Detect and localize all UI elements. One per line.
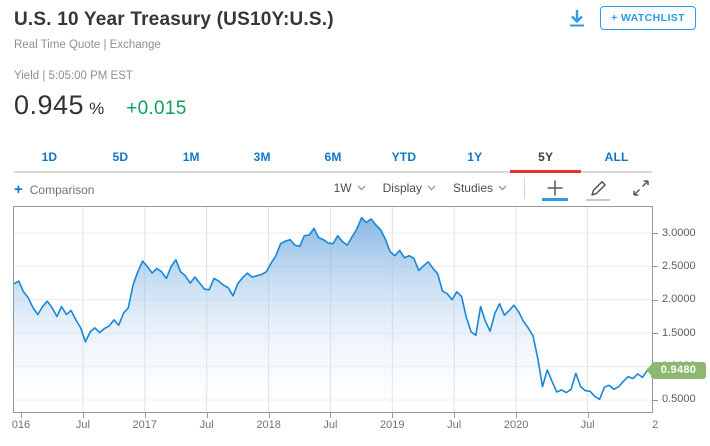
toolbar-divider xyxy=(524,177,525,199)
tab-ytd[interactable]: YTD xyxy=(391,150,417,164)
x-tick-label: Jul xyxy=(75,419,90,431)
quote-source: Real Time Quote | Exchange xyxy=(14,39,161,51)
y-tick-label: 2.5000 xyxy=(662,259,696,272)
y-tick-label: 1.5000 xyxy=(662,326,696,339)
header-actions: + WATCHLIST xyxy=(564,6,696,30)
chevron-down-icon xyxy=(357,185,366,191)
download-button[interactable] xyxy=(564,6,590,30)
x-tick xyxy=(454,413,456,418)
comparison-label: Comparison xyxy=(29,182,95,197)
comparison-button[interactable]: + Comparison xyxy=(14,182,94,197)
y-tick xyxy=(653,266,658,268)
page-title: U.S. 10 Year Treasury (US10Y:U.S.) xyxy=(14,9,334,30)
price-unit: % xyxy=(89,99,105,118)
x-tick xyxy=(516,413,518,418)
y-tick xyxy=(653,299,658,301)
y-tick xyxy=(653,333,658,335)
fullscreen-tool-button[interactable] xyxy=(628,176,654,200)
last-price-badge: 0.9480 xyxy=(651,361,706,379)
x-tick-label: Jul xyxy=(447,419,462,431)
tab-1y[interactable]: 1Y xyxy=(467,150,483,164)
crosshair-tool-button[interactable] xyxy=(542,176,568,201)
tab-all[interactable]: ALL xyxy=(604,150,629,164)
tab-3m[interactable]: 3M xyxy=(253,150,271,164)
tab-6m[interactable]: 6M xyxy=(324,150,342,164)
studies-label: Studies xyxy=(452,181,493,195)
y-tick-label: 3.0000 xyxy=(662,226,696,239)
chart-toolbar: 1W Display Studies xyxy=(334,176,654,201)
studies-dropdown[interactable]: Studies xyxy=(453,181,507,195)
crosshair-icon xyxy=(547,180,563,196)
x-tick-label: Jul xyxy=(580,419,595,431)
x-tick-label: 2019 xyxy=(380,419,405,431)
y-tick-label: 0.5000 xyxy=(662,393,696,406)
x-tick-label: 2020 xyxy=(503,419,529,431)
download-icon xyxy=(570,10,585,27)
x-tick xyxy=(206,413,208,418)
tab-1m[interactable]: 1M xyxy=(182,150,200,164)
x-tick xyxy=(330,413,332,418)
chevron-down-icon xyxy=(427,185,436,191)
x-tick-label: Jul xyxy=(323,419,338,431)
x-tick-label: 2017 xyxy=(132,419,158,431)
x-tick xyxy=(268,413,270,418)
plus-icon: + xyxy=(14,181,23,198)
expand-icon xyxy=(633,180,649,196)
interval-dropdown[interactable]: 1W xyxy=(334,181,366,195)
x-tick xyxy=(587,413,589,418)
chevron-down-icon xyxy=(498,185,507,191)
price-row: 0.945 % +0.015 xyxy=(14,90,187,121)
draw-tool-button[interactable] xyxy=(585,176,611,201)
quote-meta: Yield | 5:05:00 PM EST xyxy=(14,70,133,82)
x-tick xyxy=(21,413,22,418)
y-tick-label: 2.0000 xyxy=(662,293,696,306)
y-tick xyxy=(653,399,658,401)
x-tick xyxy=(144,413,146,418)
tab-1d[interactable]: 1D xyxy=(41,150,58,164)
price-change: +0.015 xyxy=(126,98,187,119)
x-tick-label: 016 xyxy=(11,419,31,431)
pencil-icon xyxy=(591,181,606,196)
tab-5y[interactable]: 5Y xyxy=(510,147,582,173)
display-dropdown[interactable]: Display xyxy=(383,181,436,195)
add-watchlist-button[interactable]: + WATCHLIST xyxy=(600,6,696,30)
x-tick-label: 2 xyxy=(652,419,659,431)
interval-value: 1W xyxy=(333,181,352,195)
price-chart[interactable] xyxy=(13,206,653,413)
x-tick-label: 2018 xyxy=(256,419,281,431)
time-range-tab-bar: 1D 5D 1M 3M 6M YTD 1Y 5Y ALL xyxy=(14,147,652,173)
tab-5d[interactable]: 5D xyxy=(112,150,129,164)
display-label: Display xyxy=(382,181,422,195)
x-tick xyxy=(82,413,84,418)
price-value: 0.945 xyxy=(14,90,85,120)
x-tick xyxy=(392,413,394,418)
y-tick xyxy=(653,233,658,235)
x-tick-label: Jul xyxy=(199,419,214,431)
